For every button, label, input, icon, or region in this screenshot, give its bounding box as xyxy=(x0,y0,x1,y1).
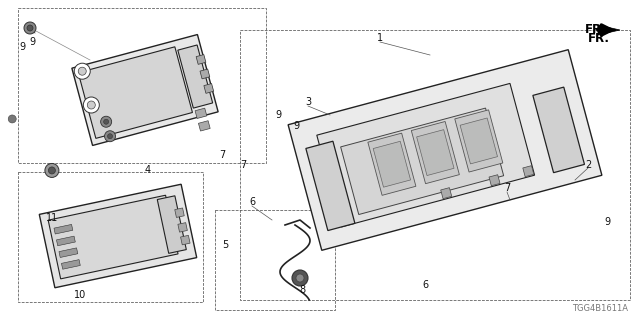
Text: 9: 9 xyxy=(19,42,25,52)
Circle shape xyxy=(104,119,109,124)
Polygon shape xyxy=(523,166,534,177)
Circle shape xyxy=(24,22,36,34)
Polygon shape xyxy=(417,130,454,176)
Polygon shape xyxy=(59,248,78,258)
Circle shape xyxy=(27,25,33,31)
Text: FR.: FR. xyxy=(585,22,607,36)
Text: 7: 7 xyxy=(240,160,246,170)
Circle shape xyxy=(78,67,86,75)
Polygon shape xyxy=(368,133,416,195)
Text: 4: 4 xyxy=(145,165,151,175)
Polygon shape xyxy=(489,175,500,186)
Polygon shape xyxy=(195,108,207,118)
Text: 5: 5 xyxy=(222,240,228,250)
Text: TGG4B1611A: TGG4B1611A xyxy=(572,304,628,313)
Text: 2: 2 xyxy=(585,160,591,170)
Text: FR.: FR. xyxy=(588,32,610,45)
Polygon shape xyxy=(200,69,210,79)
Text: 6: 6 xyxy=(249,197,255,207)
Circle shape xyxy=(100,116,111,127)
Polygon shape xyxy=(157,196,186,253)
Polygon shape xyxy=(178,223,188,232)
Text: 9: 9 xyxy=(275,110,281,120)
Polygon shape xyxy=(441,188,452,199)
Circle shape xyxy=(87,101,95,109)
Circle shape xyxy=(108,134,113,139)
Polygon shape xyxy=(460,118,497,164)
Circle shape xyxy=(104,131,116,142)
Polygon shape xyxy=(317,84,534,227)
Polygon shape xyxy=(288,50,602,250)
Polygon shape xyxy=(598,25,620,35)
Bar xyxy=(18,172,203,302)
Polygon shape xyxy=(306,141,355,231)
Bar xyxy=(18,8,266,163)
Polygon shape xyxy=(72,35,218,146)
Circle shape xyxy=(83,97,99,113)
Polygon shape xyxy=(56,236,76,246)
Text: 10: 10 xyxy=(74,290,86,300)
Text: 1: 1 xyxy=(377,33,383,43)
Text: 3: 3 xyxy=(305,97,311,107)
Polygon shape xyxy=(533,87,584,173)
Circle shape xyxy=(296,274,304,282)
Polygon shape xyxy=(340,108,504,214)
Polygon shape xyxy=(412,122,460,184)
Text: 7: 7 xyxy=(504,183,510,193)
Polygon shape xyxy=(196,55,206,64)
Polygon shape xyxy=(373,141,411,187)
Circle shape xyxy=(74,63,90,79)
Bar xyxy=(215,210,335,310)
Polygon shape xyxy=(78,47,193,138)
Circle shape xyxy=(45,164,59,177)
Polygon shape xyxy=(204,84,214,93)
Polygon shape xyxy=(198,121,210,131)
Text: 9: 9 xyxy=(604,217,610,227)
Text: 9: 9 xyxy=(29,37,35,47)
Text: 6: 6 xyxy=(422,280,428,290)
Text: 7: 7 xyxy=(219,150,225,160)
Circle shape xyxy=(8,115,16,123)
Polygon shape xyxy=(61,260,80,269)
Text: 11: 11 xyxy=(46,213,58,223)
Polygon shape xyxy=(48,195,178,279)
Text: 9: 9 xyxy=(293,121,299,131)
Polygon shape xyxy=(175,208,184,218)
Bar xyxy=(240,30,630,300)
Polygon shape xyxy=(455,110,503,172)
Polygon shape xyxy=(39,184,196,288)
Polygon shape xyxy=(178,45,212,108)
Polygon shape xyxy=(54,224,73,234)
Polygon shape xyxy=(180,235,190,245)
Circle shape xyxy=(292,270,308,286)
Text: 8: 8 xyxy=(299,285,305,295)
Circle shape xyxy=(49,167,56,174)
